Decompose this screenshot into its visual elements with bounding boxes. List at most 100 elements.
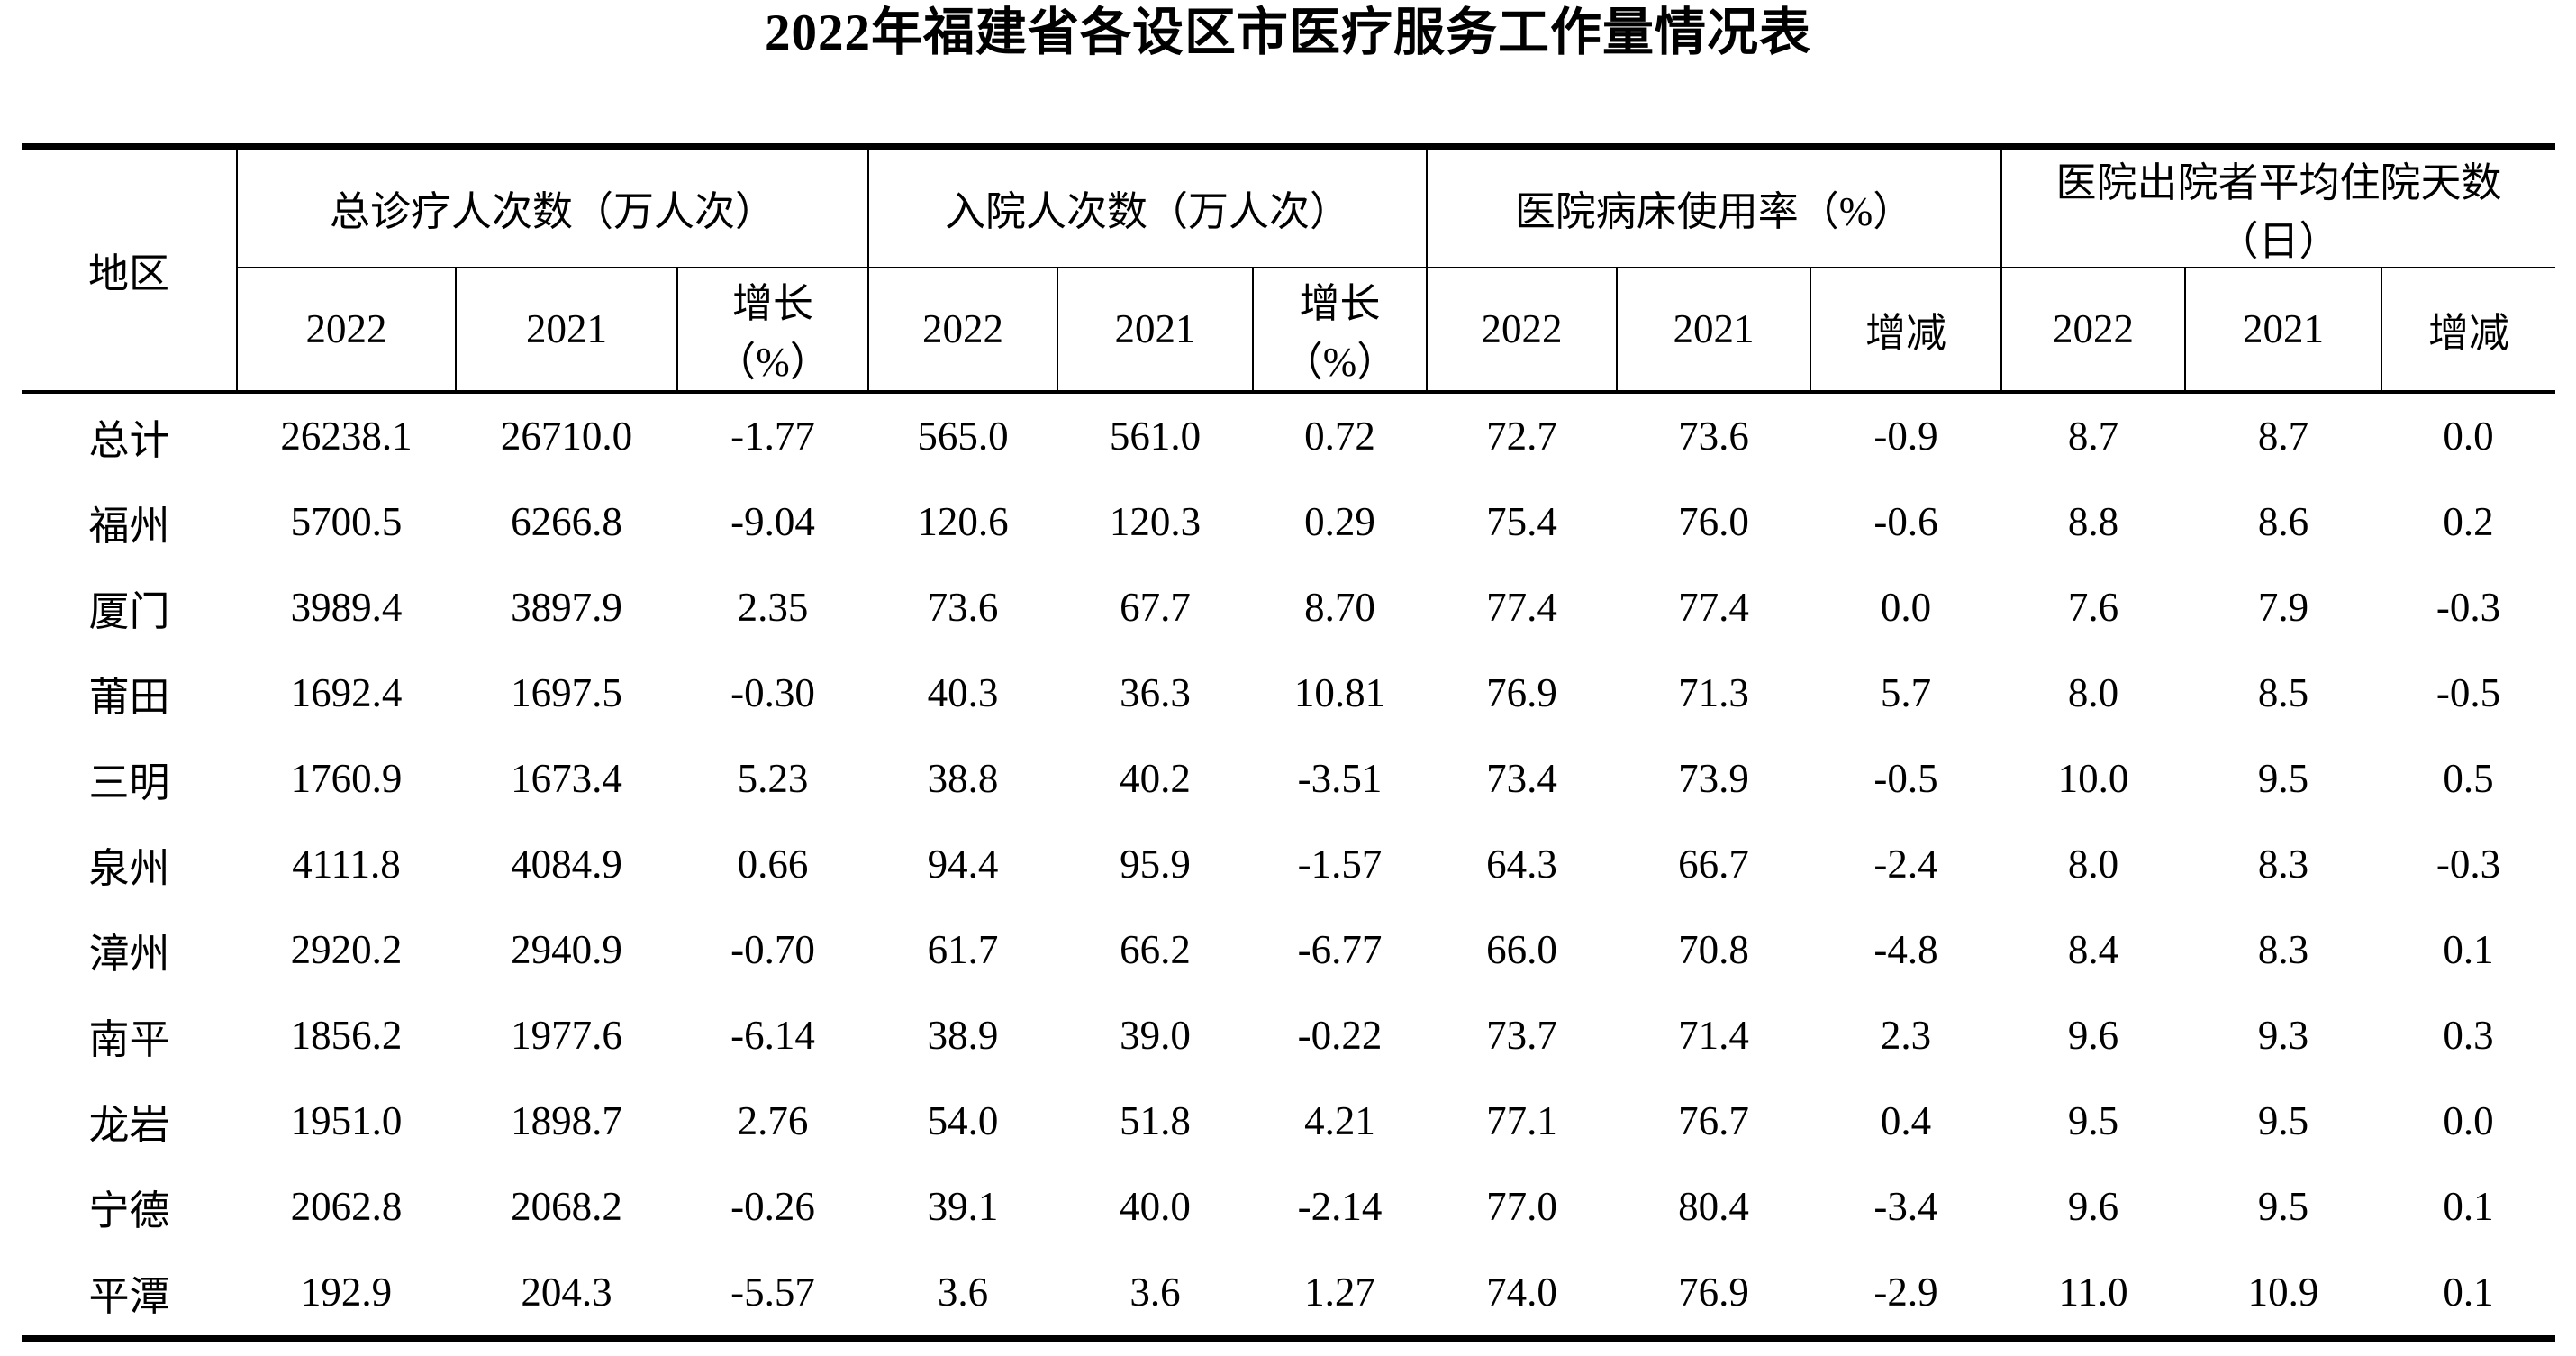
value-cell: 73.6 [1617,389,1810,479]
column-group-outpatient-visits: 总诊疗人次数（万人次） [237,146,869,268]
value-cell: 0.1 [2443,1184,2494,1230]
table-row: 总计 26238.1 26710.0 -1.77 565.0 561.0 0.72 72.7 7… [22,389,2556,479]
value-cell: 8.0 [2067,670,2119,716]
value-cell: 4111.8 [292,842,401,887]
subheader-visits-2022: 2022 [237,267,457,392]
value-cell: 1.27 [1304,1270,1375,1315]
value-cell: 565.0 [868,389,1057,479]
value-cell: -0.30 [730,670,815,716]
subheader-bedrate-2021: 2021 [1617,267,1811,392]
value-cell: 7.9 [2257,585,2309,631]
value-cell: 73.4 [1486,756,1557,802]
subheader-admissions-2022: 2022 [868,267,1058,392]
value-cell: 5700.5 [290,499,403,545]
value-cell: 76.7 [1678,1098,1749,1144]
value-cell: 10.81 [1293,670,1386,716]
sub-header-row: 2022 2021 增长 （%） 2022 2021 增长 （%） 2022 2… [22,267,2555,392]
value-cell: 9.5 [2257,756,2309,802]
value-cell: 8.8 [2067,499,2119,545]
value-cell: 8.4 [2067,927,2119,973]
region-cell: 漳州 [88,931,170,977]
value-cell: 0.72 [1253,389,1427,479]
value-cell: 10.0 [2057,756,2129,802]
value-cell: 66.7 [1678,842,1749,887]
medical-stats-table: 地区 总诊疗人次数（万人次） 入院人次数（万人次） 医院病床使用率（%） 医院出… [22,142,2556,1342]
subheader-bedrate-2022: 2022 [1427,267,1618,392]
value-cell: 1697.5 [511,670,622,716]
value-cell: 9.6 [2067,1184,2119,1230]
value-cell: 2920.2 [290,927,403,973]
region-cell: 泉州 [88,845,170,891]
value-cell: 54.0 [927,1098,999,1144]
value-cell: 1692.4 [290,670,403,716]
value-cell: 2062.8 [290,1184,403,1230]
value-cell: 8.6 [2257,499,2309,545]
value-cell: 26710.0 [456,389,677,479]
value-cell: 39.1 [927,1184,999,1230]
value-cell: 26238.1 [237,389,456,479]
table-row: 莆田 1692.4 1697.5 -0.30 40.3 36.3 10.81 76.9 71.3… [22,651,2555,736]
value-cell: 0.66 [737,842,809,887]
value-cell: -5.57 [730,1270,815,1315]
value-cell: 192.9 [300,1270,393,1315]
table-header: 地区 总诊疗人次数（万人次） 入院人次数（万人次） 医院病床使用率（%） 医院出… [22,146,2556,392]
value-cell: -1.77 [677,389,868,479]
subheader-bedrate-change: 增减 [1810,267,2003,392]
page-title: 2022年福建省各设区市医疗服务工作量情况表 [765,5,1811,61]
subheader-admissions-2021: 2021 [1057,267,1254,392]
value-cell: 8.5 [2257,670,2309,716]
subheader-admissions-growth: 增长 （%） [1253,267,1428,392]
value-cell: -0.22 [1297,1013,1383,1059]
region-cell: 龙岩 [88,1102,170,1148]
value-cell: 9.5 [2257,1098,2309,1144]
value-cell: 66.2 [1120,927,1191,973]
value-cell: 40.2 [1120,756,1191,802]
region-cell: 三明 [88,760,170,805]
value-cell: 3897.9 [511,585,622,631]
value-cell: -0.70 [730,927,815,973]
column-header-region: 地区 [22,146,238,392]
value-cell: 77.1 [1486,1098,1557,1144]
value-cell: -6.14 [730,1013,815,1059]
value-cell: 4084.9 [511,842,622,887]
value-cell: 76.9 [1486,670,1557,716]
value-cell: 8.3 [2257,927,2309,973]
value-cell: 2068.2 [511,1184,622,1230]
table-row: 三明 1760.9 1673.4 5.23 38.8 40.2 -3.51 73.4 73.9 -… [22,736,2555,822]
table-row: 泉州 4111.8 4084.9 0.66 94.4 95.9 -1.57 64.3 66.7 -… [22,822,2555,907]
value-cell: 2.3 [1880,1013,1932,1059]
value-cell: 71.3 [1678,670,1749,716]
value-cell: 9.5 [2257,1184,2309,1230]
value-cell: 0.2 [2443,499,2494,545]
value-cell: 95.9 [1120,842,1191,887]
value-cell: 0.0 [2381,389,2556,479]
value-cell: 73.7 [1486,1013,1557,1059]
value-cell: -9.04 [730,499,815,545]
value-cell: 3.6 [937,1270,989,1315]
value-cell: 204.3 [521,1270,612,1315]
value-cell: 75.4 [1486,499,1557,545]
value-cell: 0.0 [1880,585,1932,631]
value-cell: 5.23 [737,756,809,802]
value-cell: 77.0 [1486,1184,1557,1230]
value-cell: -0.3 [2435,585,2501,631]
table-row: 南平 1856.2 1977.6 -6.14 38.9 39.0 -0.22 73.7 71.4… [22,993,2555,1078]
column-group-avg-length-of-stay: 医院出院者平均住院天数 （日） [2001,146,2556,268]
value-cell: 1898.7 [511,1098,622,1144]
value-cell: 76.9 [1678,1270,1749,1315]
value-cell: 6266.8 [511,499,622,545]
value-cell: 40.3 [927,670,999,716]
value-cell: 1977.6 [511,1013,622,1059]
value-cell: 77.4 [1486,585,1557,631]
value-cell: 0.0 [2443,1098,2494,1144]
value-cell: 9.6 [2067,1013,2119,1059]
subheader-visits-growth: 增长 （%） [677,267,869,392]
value-cell: 0.1 [2443,1270,2494,1315]
value-cell: 4.21 [1304,1098,1375,1144]
value-cell: 9.3 [2257,1013,2309,1059]
table-row: 宁德 2062.8 2068.2 -0.26 39.1 40.0 -2.14 77.0 80.4… [22,1164,2555,1250]
value-cell: 1951.0 [290,1098,403,1144]
value-cell: 8.3 [2257,842,2309,887]
value-cell: -0.5 [2435,670,2501,716]
